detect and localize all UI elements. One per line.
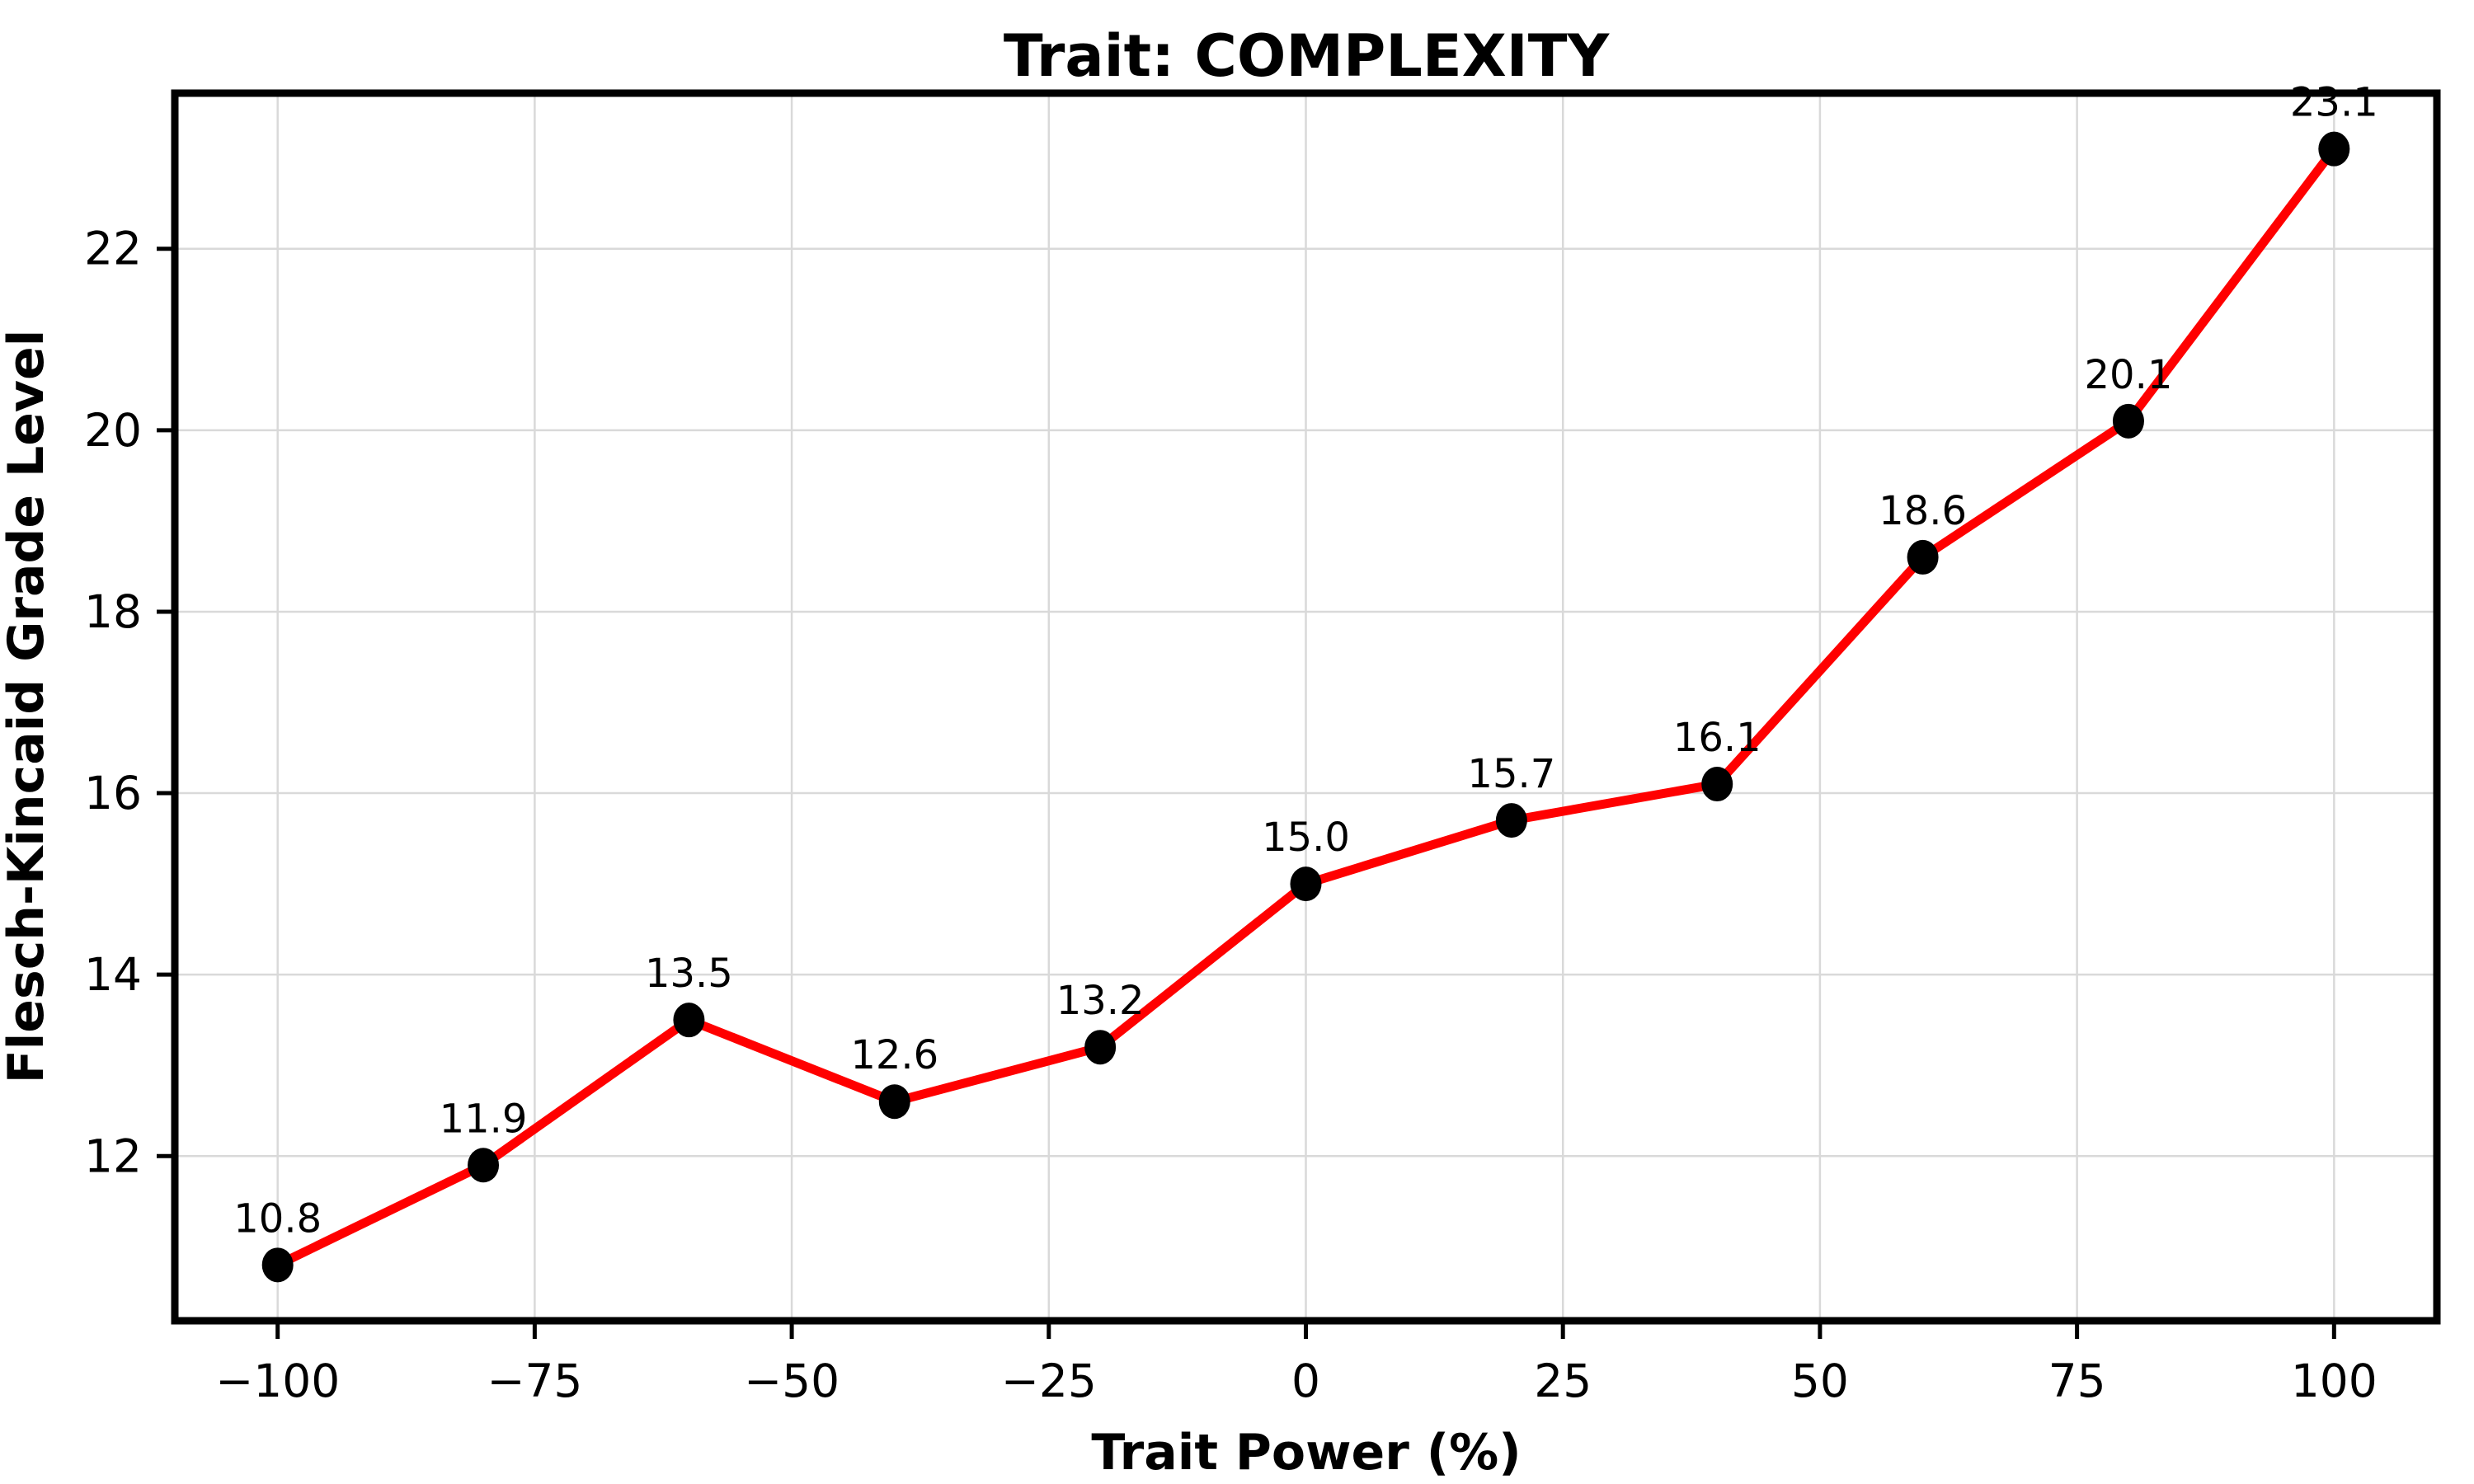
- y-tick-label: 16: [84, 767, 142, 819]
- x-axis-label: Trait Power (%): [1091, 1424, 1521, 1482]
- data-point-label: 18.6: [1879, 488, 1967, 534]
- data-point-label: 15.7: [1467, 751, 1555, 797]
- data-point-marker: [2112, 403, 2144, 439]
- x-tick-label: 0: [1291, 1355, 1320, 1407]
- data-point-marker: [1290, 866, 1322, 902]
- data-point-label: 10.8: [233, 1195, 322, 1242]
- data-point-marker: [261, 1247, 294, 1283]
- data-point-marker: [878, 1084, 910, 1120]
- data-point-label: 16.1: [1673, 715, 1761, 761]
- data-point-label: 12.6: [850, 1032, 938, 1078]
- data-point-marker: [1084, 1030, 1117, 1065]
- data-point-marker: [1907, 539, 1939, 575]
- x-tick-label: −50: [744, 1355, 840, 1407]
- data-point-marker: [1701, 767, 1733, 802]
- x-tick-label: −100: [215, 1355, 340, 1407]
- x-tick-label: 25: [1534, 1355, 1592, 1407]
- data-point-marker: [1495, 803, 1527, 838]
- data-point-label: 13.5: [645, 951, 733, 997]
- data-point-marker: [2318, 131, 2350, 167]
- data-point-label: 20.1: [2085, 352, 2173, 398]
- y-tick-label: 12: [84, 1129, 142, 1182]
- data-point-label: 13.2: [1056, 978, 1145, 1024]
- x-tick-label: 75: [2048, 1355, 2106, 1407]
- x-tick-label: 50: [1791, 1355, 1849, 1407]
- x-tick-label: −25: [1001, 1355, 1097, 1407]
- chart-title: Trait: COMPLEXITY: [1004, 22, 1611, 90]
- data-point-marker: [468, 1148, 500, 1183]
- x-tick-label: −75: [487, 1355, 582, 1407]
- data-point-label: 15.0: [1262, 815, 1350, 861]
- y-tick-label: 22: [84, 223, 142, 275]
- y-tick-label: 18: [84, 585, 142, 638]
- y-tick-label: 14: [84, 948, 142, 1001]
- y-tick-label: 20: [84, 404, 142, 457]
- data-point-label: 23.1: [2290, 80, 2378, 126]
- x-tick-label: 100: [2291, 1355, 2378, 1407]
- axes-spines: [171, 89, 2441, 1325]
- y-axis-label: Flesch-Kincaid Grade Level: [0, 330, 55, 1084]
- data-point-label: 11.9: [440, 1096, 528, 1142]
- data-point-marker: [673, 1003, 705, 1038]
